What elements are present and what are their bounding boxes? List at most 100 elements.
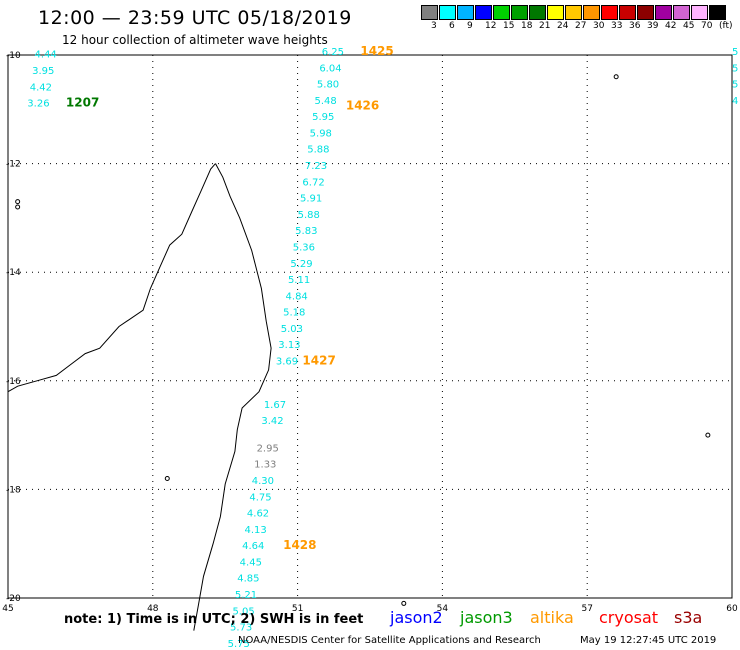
swh-value: 3.42 <box>261 416 283 427</box>
mission-jason3: jason3 <box>460 608 513 627</box>
scale-label: 70 <box>701 21 713 31</box>
pass-number: 1427 <box>302 354 335 368</box>
scale-label: 3 <box>431 21 437 31</box>
swh-value: 5.18 <box>283 308 305 319</box>
lat-tick-label: -12 <box>6 160 21 170</box>
scale-swatch <box>691 5 708 20</box>
swh-value: 5 <box>732 80 738 91</box>
mission-altika: altika <box>530 608 574 627</box>
swh-value: 5.73 <box>230 623 252 634</box>
coastline-west <box>7 163 216 393</box>
pass-number: 1428 <box>283 538 316 552</box>
scale-label: 15 <box>503 21 515 31</box>
scale-label: 27 <box>575 21 587 31</box>
swh-value: 5.75 <box>228 639 250 650</box>
swh-value: 6.04 <box>319 63 341 74</box>
scale-swatch <box>421 5 438 20</box>
mission-cryosat: cryosat <box>599 608 659 627</box>
swh-value: 4.75 <box>249 492 271 503</box>
color-scale-labels: 3 6 9 12 15 18 21 24 27 30 33 36 39 42 45 70 (ft) <box>421 21 740 33</box>
lat-tick-label: -16 <box>6 377 21 387</box>
scale-swatch <box>655 5 672 20</box>
scale-swatch <box>637 5 654 20</box>
map-subtitle: 12 hour collection of altimeter wave hei… <box>62 33 328 47</box>
scale-label: 33 <box>611 21 623 31</box>
swh-value: 5.98 <box>310 128 332 139</box>
lat-tick-label: -10 <box>6 51 21 61</box>
lon-tick-label: 60 <box>726 604 738 614</box>
swh-value: 5.29 <box>290 259 312 270</box>
swh-value: 6.25 <box>322 47 344 58</box>
island <box>401 600 407 606</box>
island <box>15 204 21 210</box>
swh-value: 1.67 <box>264 400 286 411</box>
pass-number: 1207 <box>66 96 99 110</box>
pass-number: 1426 <box>346 98 379 112</box>
color-scale <box>421 5 727 20</box>
lon-tick-label: 54 <box>437 604 449 614</box>
scale-swatch <box>709 5 726 20</box>
swh-value: 4.85 <box>237 574 259 585</box>
swh-value: 4.30 <box>252 476 274 487</box>
swh-value: 7.23 <box>305 161 327 172</box>
mission-jason2: jason2 <box>390 608 443 627</box>
scale-swatch <box>511 5 528 20</box>
scale-swatch <box>457 5 474 20</box>
mission-s3a: s3a <box>674 608 703 627</box>
swh-value: 4.42 <box>30 82 52 93</box>
swh-value: 5 <box>732 63 738 74</box>
swh-value: 5 <box>732 47 738 58</box>
scale-swatch <box>547 5 564 20</box>
swh-value: 5.88 <box>307 145 329 156</box>
swh-value: 5.05 <box>232 606 254 617</box>
island <box>613 74 619 80</box>
map-title: 12:00 — 23:59 UTC 05/18/2019 <box>38 7 352 29</box>
swh-value: 4.62 <box>247 509 269 520</box>
swh-value: 5.21 <box>235 590 257 601</box>
scale-label: 21 <box>539 21 551 31</box>
scale-swatch <box>529 5 546 20</box>
scale-label: 45 <box>683 21 695 31</box>
swh-value: 5.88 <box>298 210 320 221</box>
swh-value: 5.83 <box>295 226 317 237</box>
swh-value: 5.80 <box>317 80 339 91</box>
swh-value: 4.64 <box>242 541 264 552</box>
scale-swatch <box>475 5 492 20</box>
swh-value: 4.84 <box>286 291 308 302</box>
swh-value: 6.72 <box>302 177 324 188</box>
swh-value: 3.26 <box>27 99 49 110</box>
lat-tick-label: -14 <box>6 268 21 278</box>
generation-timestamp: May 19 12:27:45 UTC 2019 <box>580 635 717 646</box>
scale-swatch <box>583 5 600 20</box>
swh-value: 4.44 <box>35 50 57 61</box>
scale-label: 36 <box>629 21 641 31</box>
swh-value: 4.45 <box>240 557 262 568</box>
swh-value: 5.95 <box>312 112 334 123</box>
swh-value: 3.13 <box>278 340 300 351</box>
lon-tick-label: 51 <box>292 604 303 614</box>
island <box>705 432 711 438</box>
swh-value: 4.13 <box>245 525 267 536</box>
pass-number: 1425 <box>360 44 393 58</box>
lon-tick-label: 45 <box>2 604 13 614</box>
swh-value: 3.69 <box>276 357 298 368</box>
credit-text: NOAA/NESDIS Center for Satellite Applica… <box>238 635 541 646</box>
scale-label: 24 <box>557 21 569 31</box>
island <box>164 476 170 482</box>
swh-value: 5.03 <box>281 324 303 335</box>
lat-tick-label: -18 <box>6 485 21 495</box>
lon-tick-label: 48 <box>147 604 159 614</box>
scale-swatch <box>493 5 510 20</box>
scale-swatch <box>565 5 582 20</box>
scale-label: 39 <box>647 21 659 31</box>
scale-label: (ft) <box>719 21 733 31</box>
scale-swatch <box>619 5 636 20</box>
swh-value: 5.11 <box>288 275 310 286</box>
scale-label: 42 <box>665 21 677 31</box>
swh-value: 5.36 <box>293 242 315 253</box>
scale-label: 18 <box>521 21 533 31</box>
swh-value: 4 <box>732 96 738 107</box>
scale-swatch <box>601 5 618 20</box>
scale-swatch <box>673 5 690 20</box>
